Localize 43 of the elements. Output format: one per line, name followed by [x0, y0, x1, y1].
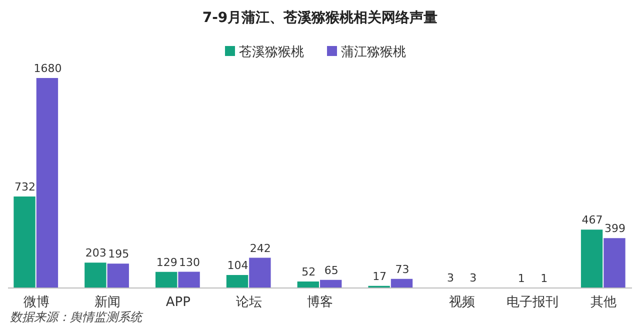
legend-label: 苍溪猕猴桃: [239, 45, 304, 60]
x-tick-label: 论坛: [236, 295, 262, 310]
bar: [580, 230, 603, 288]
data-label: 242: [250, 242, 271, 255]
data-label: 467: [582, 214, 603, 227]
x-tick-label: 其他: [590, 295, 617, 310]
bar: [14, 196, 36, 288]
data-label: 52: [302, 266, 316, 278]
bar: [604, 238, 626, 288]
bar: [155, 272, 178, 288]
bar: [297, 282, 319, 288]
chart-title: 7-9月蒲江、苍溪猕猴桃相关网络声量: [202, 9, 438, 26]
bar: [390, 278, 413, 288]
source-note: 数据来源：舆情监测系统: [10, 310, 144, 324]
bar: [320, 280, 342, 288]
data-label: 3: [470, 272, 477, 285]
data-label: 732: [14, 180, 36, 194]
data-label: 195: [108, 248, 130, 261]
x-tick-label: 视频: [448, 295, 475, 310]
data-label: 3: [446, 272, 454, 285]
data-label: 129: [156, 256, 178, 269]
x-tick-label: 博客: [307, 294, 333, 310]
data-label: 1: [540, 272, 548, 285]
data-label: 1: [518, 272, 525, 285]
data-label: 203: [85, 246, 106, 260]
x-tick-label: 新闻: [94, 295, 120, 310]
legend-label: 蒲江猕猴桃: [341, 45, 406, 60]
data-label: 65: [324, 264, 338, 277]
data-label: 104: [227, 259, 248, 272]
x-tick-label: APP: [166, 295, 191, 310]
data-label: 73: [395, 262, 410, 276]
bar: [107, 264, 129, 288]
data-label: 130: [179, 256, 200, 269]
bar: [249, 258, 271, 288]
bar: [178, 272, 200, 288]
x-tick-label: 电子报刊: [506, 295, 559, 310]
bar: [36, 78, 58, 288]
data-label: 1680: [34, 62, 62, 75]
data-label: 399: [604, 222, 626, 236]
bar: [226, 275, 248, 288]
bar: [84, 262, 106, 288]
x-tick-label: 微博: [23, 295, 50, 310]
data-label: 17: [372, 270, 387, 283]
